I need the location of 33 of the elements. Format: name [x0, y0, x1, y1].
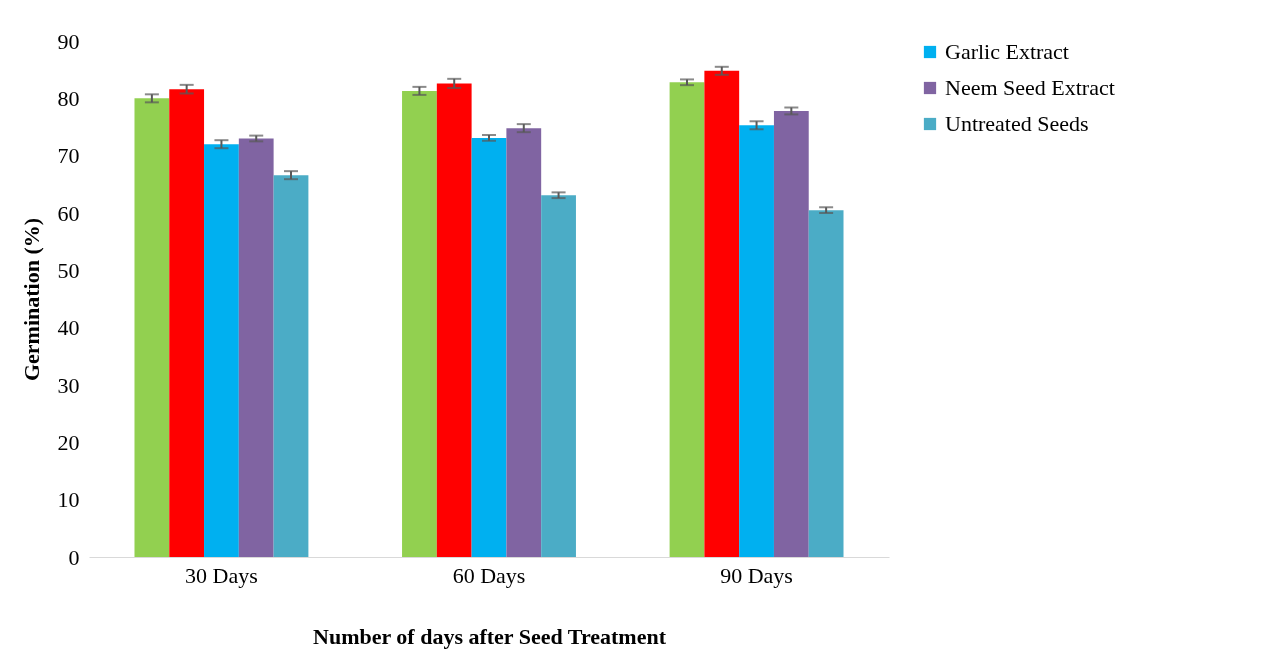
legend-label: Garlic Extract — [945, 39, 1069, 64]
bar — [808, 210, 844, 557]
bar — [541, 195, 576, 557]
bar — [739, 125, 774, 557]
bar — [506, 128, 542, 557]
legend-label: Untreated Seeds — [945, 111, 1089, 136]
y-tick-label: 60 — [57, 200, 80, 226]
x-tick-label: 30 Days — [185, 562, 258, 588]
bar — [238, 138, 274, 557]
x-axis-title: Number of days after Seed Treatment — [313, 623, 667, 649]
bar — [436, 83, 472, 557]
bar — [669, 82, 705, 557]
y-axis-title: Germination (%) — [18, 217, 44, 382]
bar — [134, 98, 170, 557]
y-tick-label: 50 — [57, 257, 80, 283]
bar — [273, 175, 309, 557]
bar — [471, 137, 507, 557]
bar — [169, 89, 205, 557]
x-tick-label: 90 Days — [720, 562, 793, 588]
legend-label: Neem Seed Extract — [945, 75, 1115, 100]
bar — [773, 110, 809, 557]
x-tick-label: 60 Days — [452, 562, 526, 588]
y-tick-label: 90 — [57, 28, 80, 54]
y-tick-label: 30 — [57, 372, 80, 398]
y-tick-label: 80 — [57, 85, 80, 111]
y-tick-label: 20 — [57, 429, 80, 455]
bar — [402, 90, 437, 557]
y-tick-label: 0 — [68, 544, 80, 570]
y-tick-label: 10 — [57, 487, 80, 513]
y-tick-label: 70 — [57, 143, 80, 169]
y-tick-label: 40 — [57, 315, 80, 341]
bar — [704, 70, 740, 557]
bar — [204, 144, 239, 557]
